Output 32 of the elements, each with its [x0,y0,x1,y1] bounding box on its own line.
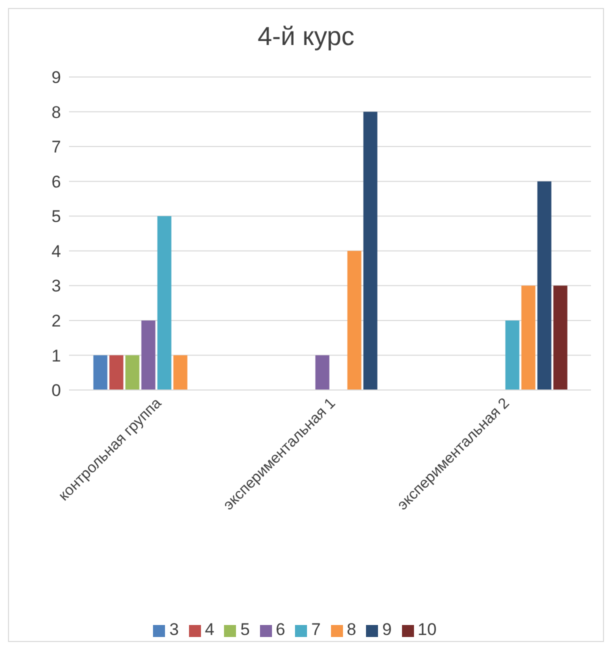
legend-label: 9 [382,620,392,639]
y-tick-label: 6 [52,172,61,192]
y-tick-label: 7 [52,138,61,157]
bar [109,355,124,390]
bar [521,286,536,390]
legend-label: 10 [418,620,437,639]
legend-label: 3 [169,620,179,639]
y-tick-label: 3 [52,276,61,296]
y-tick-label: 1 [52,346,61,366]
y-tick-label: 8 [52,102,61,122]
bar [315,355,330,390]
bar [347,250,362,390]
legend-label: 8 [346,620,356,639]
bar [553,286,568,390]
chart-title: 4-й курс [256,20,356,53]
bar [505,320,520,390]
bar [93,355,108,390]
legend-label: 6 [276,620,286,639]
y-tick-label: 5 [52,207,61,226]
legend-label: 5 [240,620,250,639]
y-tick-label: 0 [52,381,61,400]
bar [141,320,156,390]
bar [537,181,552,390]
legend-label: 7 [311,620,321,639]
bar [125,355,140,390]
y-tick-label: 4 [52,242,61,261]
y-tick-label: 9 [52,68,61,88]
bar [173,355,188,390]
bar [363,112,378,390]
y-tick-label: 2 [52,311,61,330]
bar [157,216,172,390]
legend-label: 4 [204,620,214,639]
